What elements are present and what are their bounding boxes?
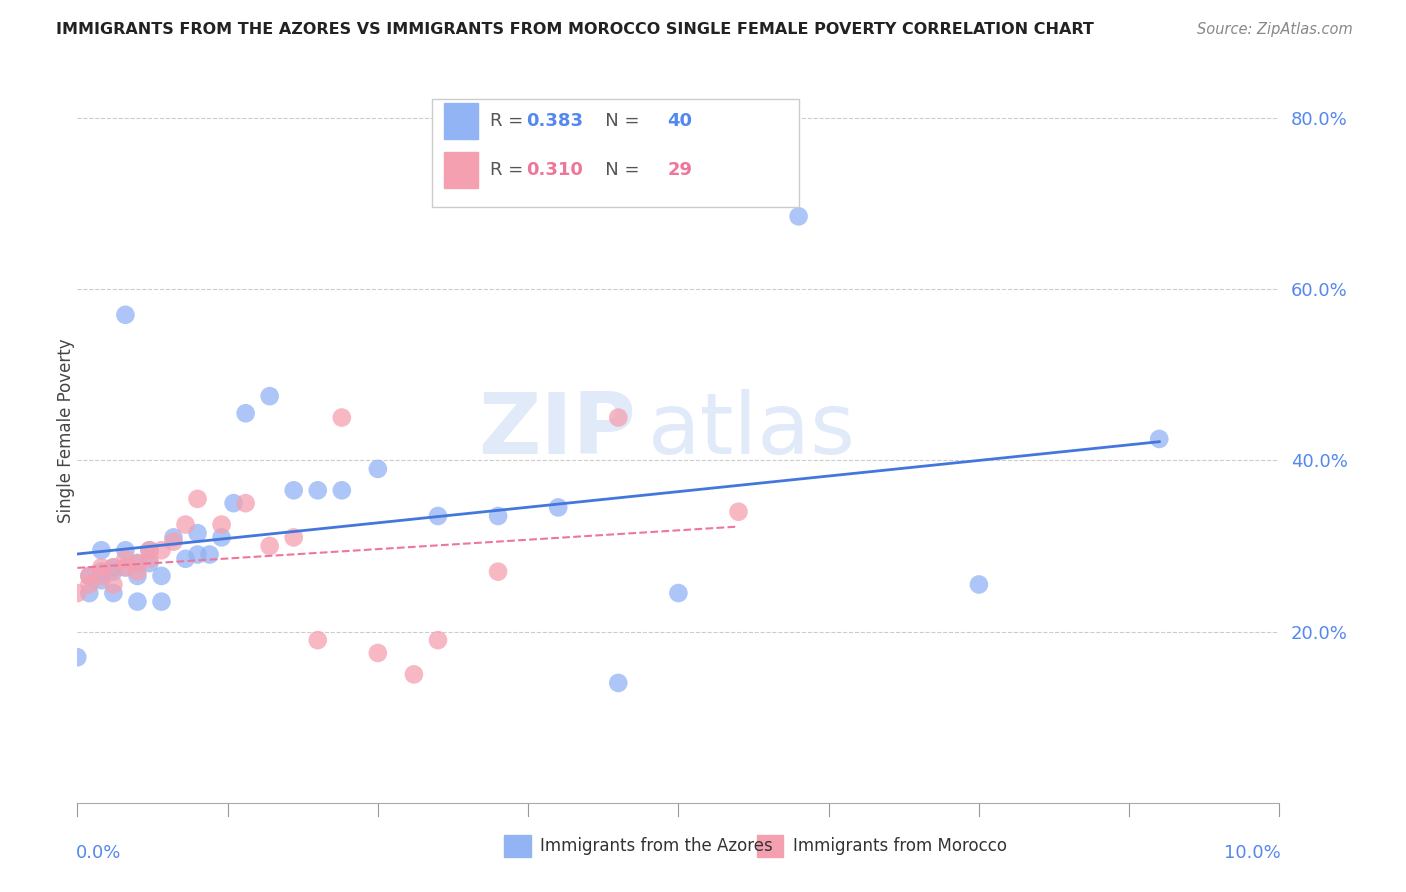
Point [90,560,112,574]
Point [127,565,149,579]
Point [138,551,160,566]
Point [198,548,221,562]
Text: Immigrants from the Azores: Immigrants from the Azores [540,837,773,855]
Point [307,483,329,498]
Point [187,491,209,506]
Point [211,530,233,544]
Point [1149,432,1171,446]
Point [162,534,184,549]
Point [967,577,990,591]
Point [235,406,257,420]
Text: Immigrants from Morocco: Immigrants from Morocco [793,837,1007,855]
Point [114,551,136,566]
Point [138,543,160,558]
Text: 29: 29 [668,161,693,178]
Point [486,565,509,579]
Point [162,530,184,544]
Point [187,526,209,541]
Point [402,667,425,681]
Point [90,573,112,587]
Point [138,543,160,558]
Point [787,210,810,224]
Point [727,505,749,519]
Point [187,548,209,562]
Point [174,551,197,566]
Point [114,560,136,574]
Point [127,556,149,570]
Point [330,483,353,498]
Point [127,569,149,583]
Point [66,586,89,600]
Text: R =: R = [489,161,529,178]
Bar [505,835,530,857]
Point [79,586,101,600]
Point [127,594,149,608]
Point [114,560,136,574]
Point [607,676,630,690]
Text: R =: R = [489,112,529,130]
Point [427,633,450,648]
FancyBboxPatch shape [432,99,799,207]
Point [114,308,136,322]
Point [150,594,173,608]
Point [259,389,281,403]
Point [103,565,125,579]
Point [103,560,125,574]
Point [103,560,125,574]
Text: ZIP: ZIP [478,389,637,472]
Point [79,569,101,583]
Point [90,569,112,583]
Point [283,483,305,498]
Text: 0.310: 0.310 [526,161,582,178]
Text: IMMIGRANTS FROM THE AZORES VS IMMIGRANTS FROM MOROCCO SINGLE FEMALE POVERTY CORR: IMMIGRANTS FROM THE AZORES VS IMMIGRANTS… [56,22,1094,37]
Point [235,496,257,510]
Point [127,556,149,570]
Point [174,517,197,532]
Y-axis label: Single Female Poverty: Single Female Poverty [58,338,75,523]
Point [90,565,112,579]
Text: 10.0%: 10.0% [1223,844,1281,862]
Point [367,646,389,660]
Point [90,543,112,558]
Point [150,569,173,583]
Point [547,500,569,515]
Point [103,577,125,591]
Point [79,569,101,583]
Point [66,650,89,665]
Bar [444,152,478,187]
Text: atlas: atlas [648,389,856,472]
Point [307,633,329,648]
Text: 0.383: 0.383 [526,112,582,130]
Point [259,539,281,553]
Point [607,410,630,425]
Point [283,530,305,544]
Text: 40: 40 [668,112,693,130]
Point [668,586,690,600]
Point [79,577,101,591]
Text: Source: ZipAtlas.com: Source: ZipAtlas.com [1197,22,1353,37]
Bar [756,835,783,857]
Point [138,556,160,570]
Text: N =: N = [588,161,645,178]
Point [103,586,125,600]
Point [486,508,509,523]
Text: 0.0%: 0.0% [76,844,121,862]
Bar [444,103,478,139]
Point [367,462,389,476]
Point [222,496,245,510]
Point [150,543,173,558]
Point [114,543,136,558]
Point [330,410,353,425]
Point [427,508,450,523]
Text: N =: N = [588,112,645,130]
Point [211,517,233,532]
